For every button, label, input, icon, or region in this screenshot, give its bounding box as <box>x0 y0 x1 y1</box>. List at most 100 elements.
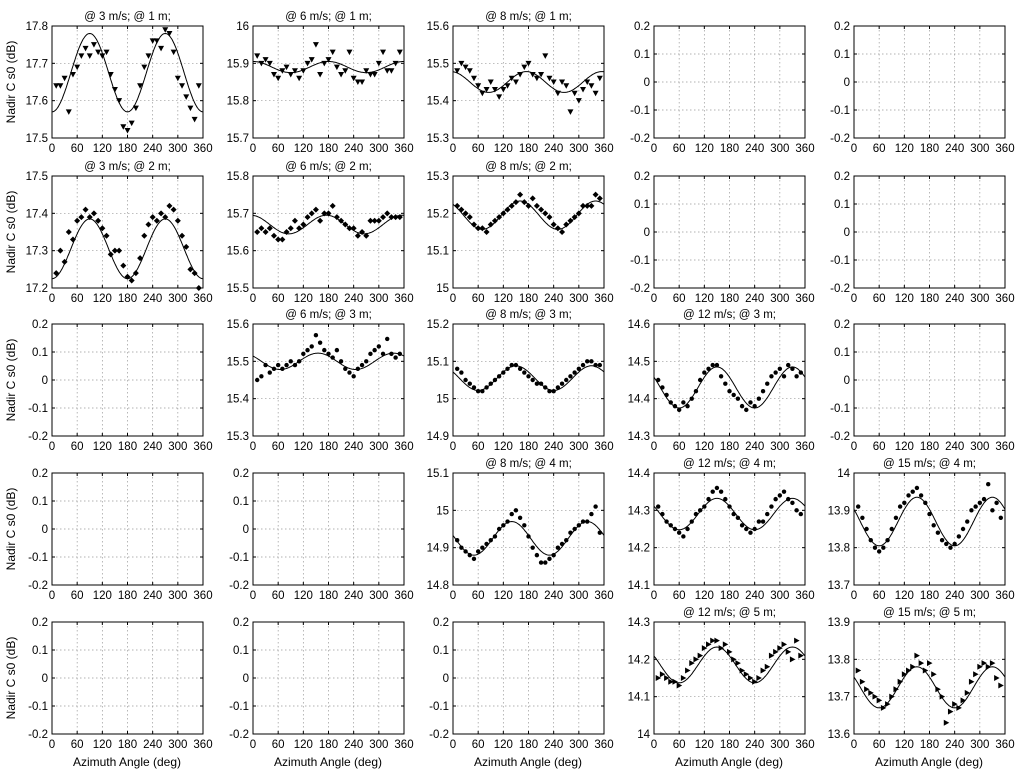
panel-r5-c4-point-23 <box>752 678 758 685</box>
panel-r2-c1-point-21 <box>141 232 148 239</box>
panel-r4-c5-xtick-label: 0 <box>851 590 857 602</box>
panel-r1-c3-point-3 <box>466 68 473 74</box>
panel-r3-c3-point-15 <box>517 366 523 371</box>
panel-r4-c5-point-14 <box>914 485 920 491</box>
panel-r1-c3-point-12 <box>504 83 511 89</box>
panel-r1-c4-xtick-label: 0 <box>651 143 657 155</box>
panel-r2-c2-ytick-label: 15.8 <box>227 171 249 183</box>
panel-r5-c4-point-14 <box>714 637 720 644</box>
panel-r2-c1-point-26 <box>162 214 169 221</box>
panel-r4-c1-grid <box>52 473 203 585</box>
panel-r3-c2-xtick-label: 300 <box>369 441 388 453</box>
panel-r3-c4-point-4 <box>672 403 678 409</box>
panel-r1-c2-point-22 <box>346 49 353 56</box>
panel-r3-c1-ytick-label: 0 <box>42 375 48 387</box>
panel-r1-c2-point-1 <box>258 60 265 67</box>
panel-r1-c5-ytick-label: 0.1 <box>834 49 850 61</box>
panel-r1-c3-point-31 <box>584 79 591 85</box>
panel-r5-c5-xtick-label: 120 <box>895 739 914 751</box>
panel-r4-c3-point-27 <box>568 530 573 535</box>
panel-r3-c1-xtick-label: 360 <box>193 441 212 453</box>
panel-r5-c5-point-4 <box>872 693 878 700</box>
panel-r2-c2-xtick-label: 0 <box>250 293 256 305</box>
panel-r5-c4-point-12 <box>706 641 712 648</box>
panel-r5-c5-point-32 <box>989 660 996 667</box>
panel-r5-c5-point-18 <box>931 671 937 678</box>
axis-labels: Nadir C s0 (dB) Nadir C s0 (dB) Nadir C … <box>4 41 983 769</box>
panel-r4-c4-point-32 <box>790 500 795 506</box>
panel-r1-c5: 0 60 120 180 240 300 360 -0.2 -0.1 0 0.1 0.2 <box>830 21 1014 155</box>
panel-r3-c4-point-34 <box>798 370 804 375</box>
panel-r3-c2-point-20 <box>338 359 344 364</box>
panel-r1-c1-point-28 <box>170 49 177 56</box>
panel-r4-c5-point-34 <box>998 515 1004 520</box>
panel-r1-c2-point-30 <box>380 49 387 56</box>
panel-r4-c3-point-21 <box>543 560 548 565</box>
panel-r4-c5-point-15 <box>918 493 924 498</box>
panel-r1-c3-xtick-label: 360 <box>594 143 613 155</box>
panel-r1-c2-point-11 <box>300 68 307 74</box>
panel-r4-c4-point-21 <box>744 526 749 532</box>
panel-r3-c4-point-22 <box>748 400 753 405</box>
panel-r3-c2-ytick-label: 15.6 <box>227 319 249 331</box>
panel-r5-c4-point-24 <box>756 675 762 681</box>
panel-r3-c5-grid <box>854 324 1005 436</box>
panel-r2-c2-point-27 <box>367 217 374 224</box>
panel-r5-c5-ytick-label: 13.7 <box>828 692 850 704</box>
panel-r2-c2-point-33 <box>392 214 399 221</box>
panel-r5-c4-point-16 <box>722 641 729 648</box>
panel-r4-c3-point-29 <box>576 523 582 528</box>
panel-r5-c3: 0 60 120 180 240 300 360 -0.2 -0.1 0 0.1 0.2 <box>429 617 613 751</box>
panel-r1-c2-point-20 <box>338 72 345 78</box>
panel-r4-c5-point-9 <box>893 515 899 520</box>
panel-r4-c2-ytick-label: 0 <box>243 524 249 536</box>
panel-r5-c4-point-34 <box>798 652 804 659</box>
panel-r4-c5-point-11 <box>902 500 907 506</box>
panel-r2-c1-title: @ 3 m/s; @ 2 m; <box>84 161 171 173</box>
panel-r1-c2-point-28 <box>371 72 378 78</box>
panel-r2-c5-xtick-label: 120 <box>895 293 914 305</box>
panel-r3-c3-point-8 <box>488 381 493 386</box>
panel-r3-c3-point-31 <box>585 359 590 364</box>
xlabel-col-1: Azimuth Angle (deg) <box>73 755 181 769</box>
panel-r1-c3-point-27 <box>567 109 574 115</box>
panel-r4-c3-ytick-label: 14.8 <box>427 580 449 592</box>
panel-r1-c2-ytick-label: 16 <box>236 21 249 33</box>
panel-r1-c3-xtick-label: 300 <box>569 143 588 155</box>
panel-r1-c1-xtick-label: 300 <box>168 143 187 155</box>
panel-r2-c2-point-18 <box>329 202 336 209</box>
panel-r2-c5-ytick-label: 0.1 <box>834 199 850 211</box>
panel-r2-c2-point-26 <box>363 232 370 239</box>
panel-r2-c2-point-20 <box>338 217 345 224</box>
panel-r4-c5-point-13 <box>910 489 915 494</box>
panel-r2-c3-point-23 <box>550 221 557 228</box>
panel-r5-c5-point-17 <box>927 660 933 667</box>
panel-r2-c1: 0 60 120 180 240 300 360 17.2 17.3 17.4 17.5 @ 3 m/… <box>26 161 213 305</box>
panel-r4-c3-point-5 <box>475 549 481 554</box>
panel-r3-c4-point-10 <box>697 377 703 383</box>
panel-r2-c1-xtick-label: 240 <box>143 293 162 305</box>
panel-r4-c3-point-22 <box>547 556 552 562</box>
panel-r4-c3-point-0 <box>454 538 460 543</box>
panel-r1-c3-point-18 <box>529 72 536 78</box>
panel-r2-c2-point-9 <box>291 217 298 224</box>
panel-r5-c4-point-33 <box>794 637 800 644</box>
panel-r4-c2-xtick-label: 120 <box>294 590 313 602</box>
panel-r3-c2-point-16 <box>322 347 327 353</box>
panel-r2-c3-point-11 <box>500 210 507 217</box>
panel-r5-c4-ytick-label: 14.1 <box>628 692 650 704</box>
panel-r3-c4-xtick-label: 0 <box>651 441 657 453</box>
panel-r3-c4-point-28 <box>773 370 778 375</box>
panel-r2-c3-xtick-label: 0 <box>450 293 456 305</box>
panel-r3-c3-xtick-label: 0 <box>450 441 456 453</box>
panel-r5-c2-ytick-label: 0.1 <box>233 645 249 657</box>
panel-r1-c1-point-13 <box>107 72 114 78</box>
panel-r3-c4-point-18 <box>731 392 736 398</box>
panel-r5-c5-fit-curve <box>853 666 1006 709</box>
panel-r2-c3-point-2 <box>462 210 469 217</box>
panel-r5-c5-point-16 <box>922 667 929 674</box>
panel-r3-c1-xtick-label: 120 <box>93 441 112 453</box>
panel-r5-c5-point-9 <box>893 686 899 693</box>
panel-r4-c5-title: @ 15 m/s; @ 4 m; <box>883 458 976 470</box>
panel-r5-c5-point-8 <box>889 693 895 700</box>
